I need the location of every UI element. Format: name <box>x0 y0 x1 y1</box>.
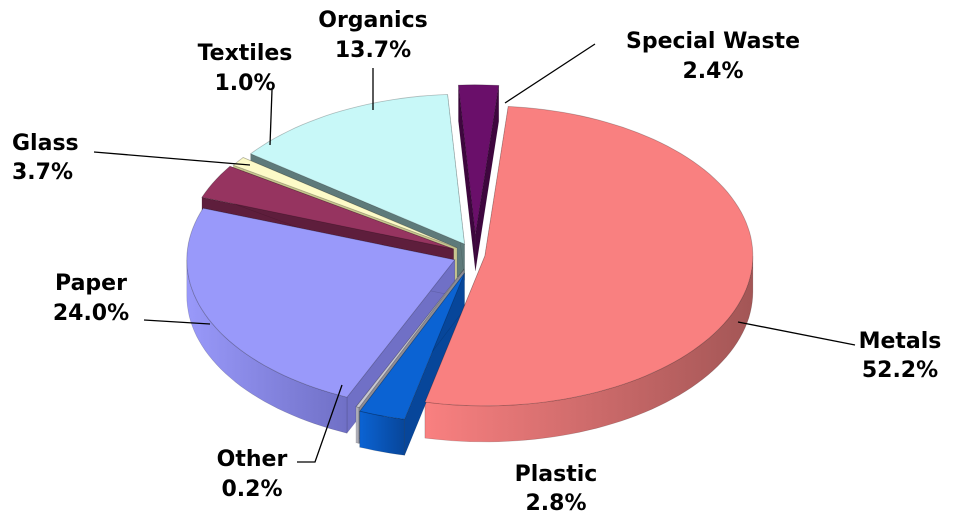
leader-line-paper <box>143 319 211 325</box>
label-textiles-name: Textiles <box>198 41 293 66</box>
slice-side-paper <box>186 259 348 434</box>
leader-line-other <box>297 384 343 463</box>
leader-line-special-waste <box>504 43 596 104</box>
slice-textiles <box>232 157 458 249</box>
label-paper-name: Paper <box>55 271 127 296</box>
leader-line-metals <box>737 321 856 346</box>
slice-organics <box>249 94 466 245</box>
slice-side-other <box>355 406 360 444</box>
label-textiles-pct: 1.0% <box>214 71 275 96</box>
label-organics-pct: 13.7% <box>335 38 411 63</box>
slice-paper <box>186 207 456 398</box>
slice-tops <box>186 84 754 420</box>
slice-other <box>355 269 465 408</box>
label-paper-pct: 24.0% <box>53 301 129 326</box>
label-glass-pct: 3.7% <box>12 160 73 185</box>
label-other-name: Other <box>217 447 288 472</box>
leader-line-textiles <box>269 89 273 146</box>
label-metals-pct: 52.2% <box>862 358 938 383</box>
leader-lines <box>93 43 856 463</box>
label-special-waste-pct: 2.4% <box>682 59 743 84</box>
label-plastic-pct: 2.8% <box>525 491 586 516</box>
label-plastic-name: Plastic <box>515 462 598 487</box>
slice-special-waste <box>457 84 500 235</box>
label-metals-name: Metals <box>859 329 942 354</box>
leader-line-glass <box>93 151 251 166</box>
slice-plastic <box>359 272 465 420</box>
slice-glass <box>201 165 454 250</box>
label-organics-name: Organics <box>318 8 427 33</box>
slice-metals <box>424 105 754 407</box>
label-other-pct: 0.2% <box>221 477 282 502</box>
label-special-waste-name: Special Waste <box>626 29 800 54</box>
label-glass-name: Glass <box>12 131 79 156</box>
